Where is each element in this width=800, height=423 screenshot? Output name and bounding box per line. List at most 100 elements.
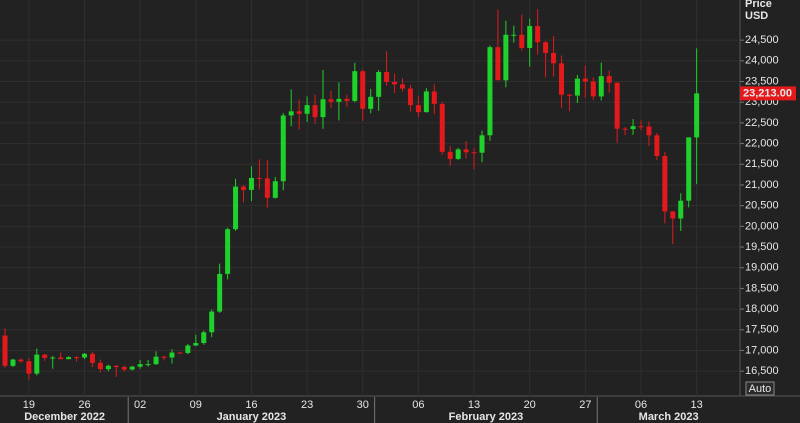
candle-body	[153, 356, 159, 365]
candle-body	[630, 126, 636, 130]
candle-body	[439, 103, 445, 152]
candle-body	[455, 149, 461, 159]
candle-body	[344, 98, 350, 101]
candle-body	[638, 126, 644, 128]
candle-body	[678, 200, 684, 219]
x-tick-label: 30	[357, 399, 369, 411]
candle-body	[376, 72, 382, 97]
y-axis-title: Price	[745, 0, 772, 10]
candle-body	[646, 126, 652, 136]
candle-body	[336, 98, 342, 102]
candle-body	[320, 99, 326, 118]
x-tick-label: 19	[23, 399, 35, 411]
y-tick-label: 18,500	[745, 282, 779, 294]
candle-body	[590, 81, 596, 97]
candle-body	[400, 84, 405, 89]
candle-body	[177, 352, 183, 354]
candle-body	[614, 82, 620, 129]
y-tick-label: 24,000	[745, 55, 779, 67]
x-tick-label: 06	[635, 399, 647, 411]
candle-body	[2, 335, 8, 366]
candle-body	[201, 332, 207, 344]
candle-body	[105, 365, 111, 370]
candle-body	[670, 211, 676, 219]
candle-body	[89, 353, 95, 363]
y-tick-label: 19,500	[745, 241, 779, 253]
candle-body	[241, 186, 246, 190]
x-tick-label: 02	[134, 399, 146, 411]
candle-body	[18, 359, 24, 362]
y-tick-label: 24,500	[745, 34, 779, 46]
candle-body	[288, 111, 294, 116]
candle-body	[145, 364, 151, 366]
x-tick-label: 20	[524, 399, 536, 411]
candle-body	[10, 359, 16, 366]
candle-body	[312, 105, 318, 118]
y-axis-unit: USD	[745, 10, 768, 22]
y-tick-label: 17,500	[745, 324, 779, 336]
candle-body	[463, 149, 469, 153]
x-tick-label: 23	[301, 399, 313, 411]
x-tick-label: 16	[245, 399, 257, 411]
x-tick-label: 13	[468, 399, 480, 411]
candle-body	[185, 345, 191, 353]
candle-body	[137, 364, 143, 367]
candle-body	[66, 357, 72, 360]
candle-body	[519, 34, 525, 48]
candle-body	[74, 357, 80, 359]
candle-body	[113, 365, 119, 368]
month-label: February 2023	[449, 411, 524, 423]
y-tick-label: 22,500	[745, 117, 779, 129]
candle-body	[50, 357, 56, 359]
candle-body	[42, 354, 48, 358]
y-tick-label: 22,000	[745, 137, 779, 149]
y-tick-label: 23,500	[745, 75, 779, 87]
candle-body	[694, 93, 700, 138]
candle-body	[26, 361, 32, 374]
candle-body	[360, 71, 366, 109]
candle-body	[654, 135, 660, 156]
candle-body	[217, 273, 223, 312]
x-tick-label: 09	[190, 399, 202, 411]
y-tick-label: 19,000	[745, 262, 779, 274]
candle-body	[479, 135, 485, 153]
y-tick-label: 21,500	[745, 158, 779, 170]
candle-body	[272, 181, 278, 198]
candle-body	[527, 26, 533, 48]
candle-body	[121, 367, 127, 370]
candle-body	[193, 343, 199, 346]
candle-body	[352, 71, 358, 101]
candle-body	[328, 99, 334, 102]
candle-body	[209, 311, 215, 333]
month-label: December 2022	[24, 411, 105, 423]
candle-body	[431, 91, 437, 104]
candle-body	[598, 76, 604, 97]
candle-body	[415, 105, 421, 113]
candle-body	[495, 47, 501, 81]
x-tick-label: 27	[579, 399, 591, 411]
auto-button[interactable]	[745, 381, 775, 396]
candle-body	[535, 26, 541, 43]
last-price-label: 23,213.00	[743, 87, 792, 99]
candle-body	[407, 88, 413, 106]
y-tick-label: 20,000	[745, 220, 779, 232]
y-tick-label: 17,000	[745, 344, 779, 356]
x-tick-label: 06	[412, 399, 424, 411]
candle-body	[248, 177, 254, 190]
last-price-box	[740, 86, 796, 101]
candle-body	[256, 177, 262, 179]
auto-button-label[interactable]: Auto	[749, 383, 772, 395]
candle-body	[296, 111, 302, 114]
candle-body	[503, 34, 509, 81]
x-tick-label: 13	[691, 399, 703, 411]
candle-body	[423, 91, 429, 113]
candle-body	[264, 178, 270, 198]
candle-body	[58, 357, 64, 360]
candle-body	[662, 156, 668, 212]
x-tick-label: 26	[78, 399, 90, 411]
candle-body	[551, 52, 557, 64]
candle-body	[169, 352, 175, 358]
candle-body	[471, 152, 477, 154]
